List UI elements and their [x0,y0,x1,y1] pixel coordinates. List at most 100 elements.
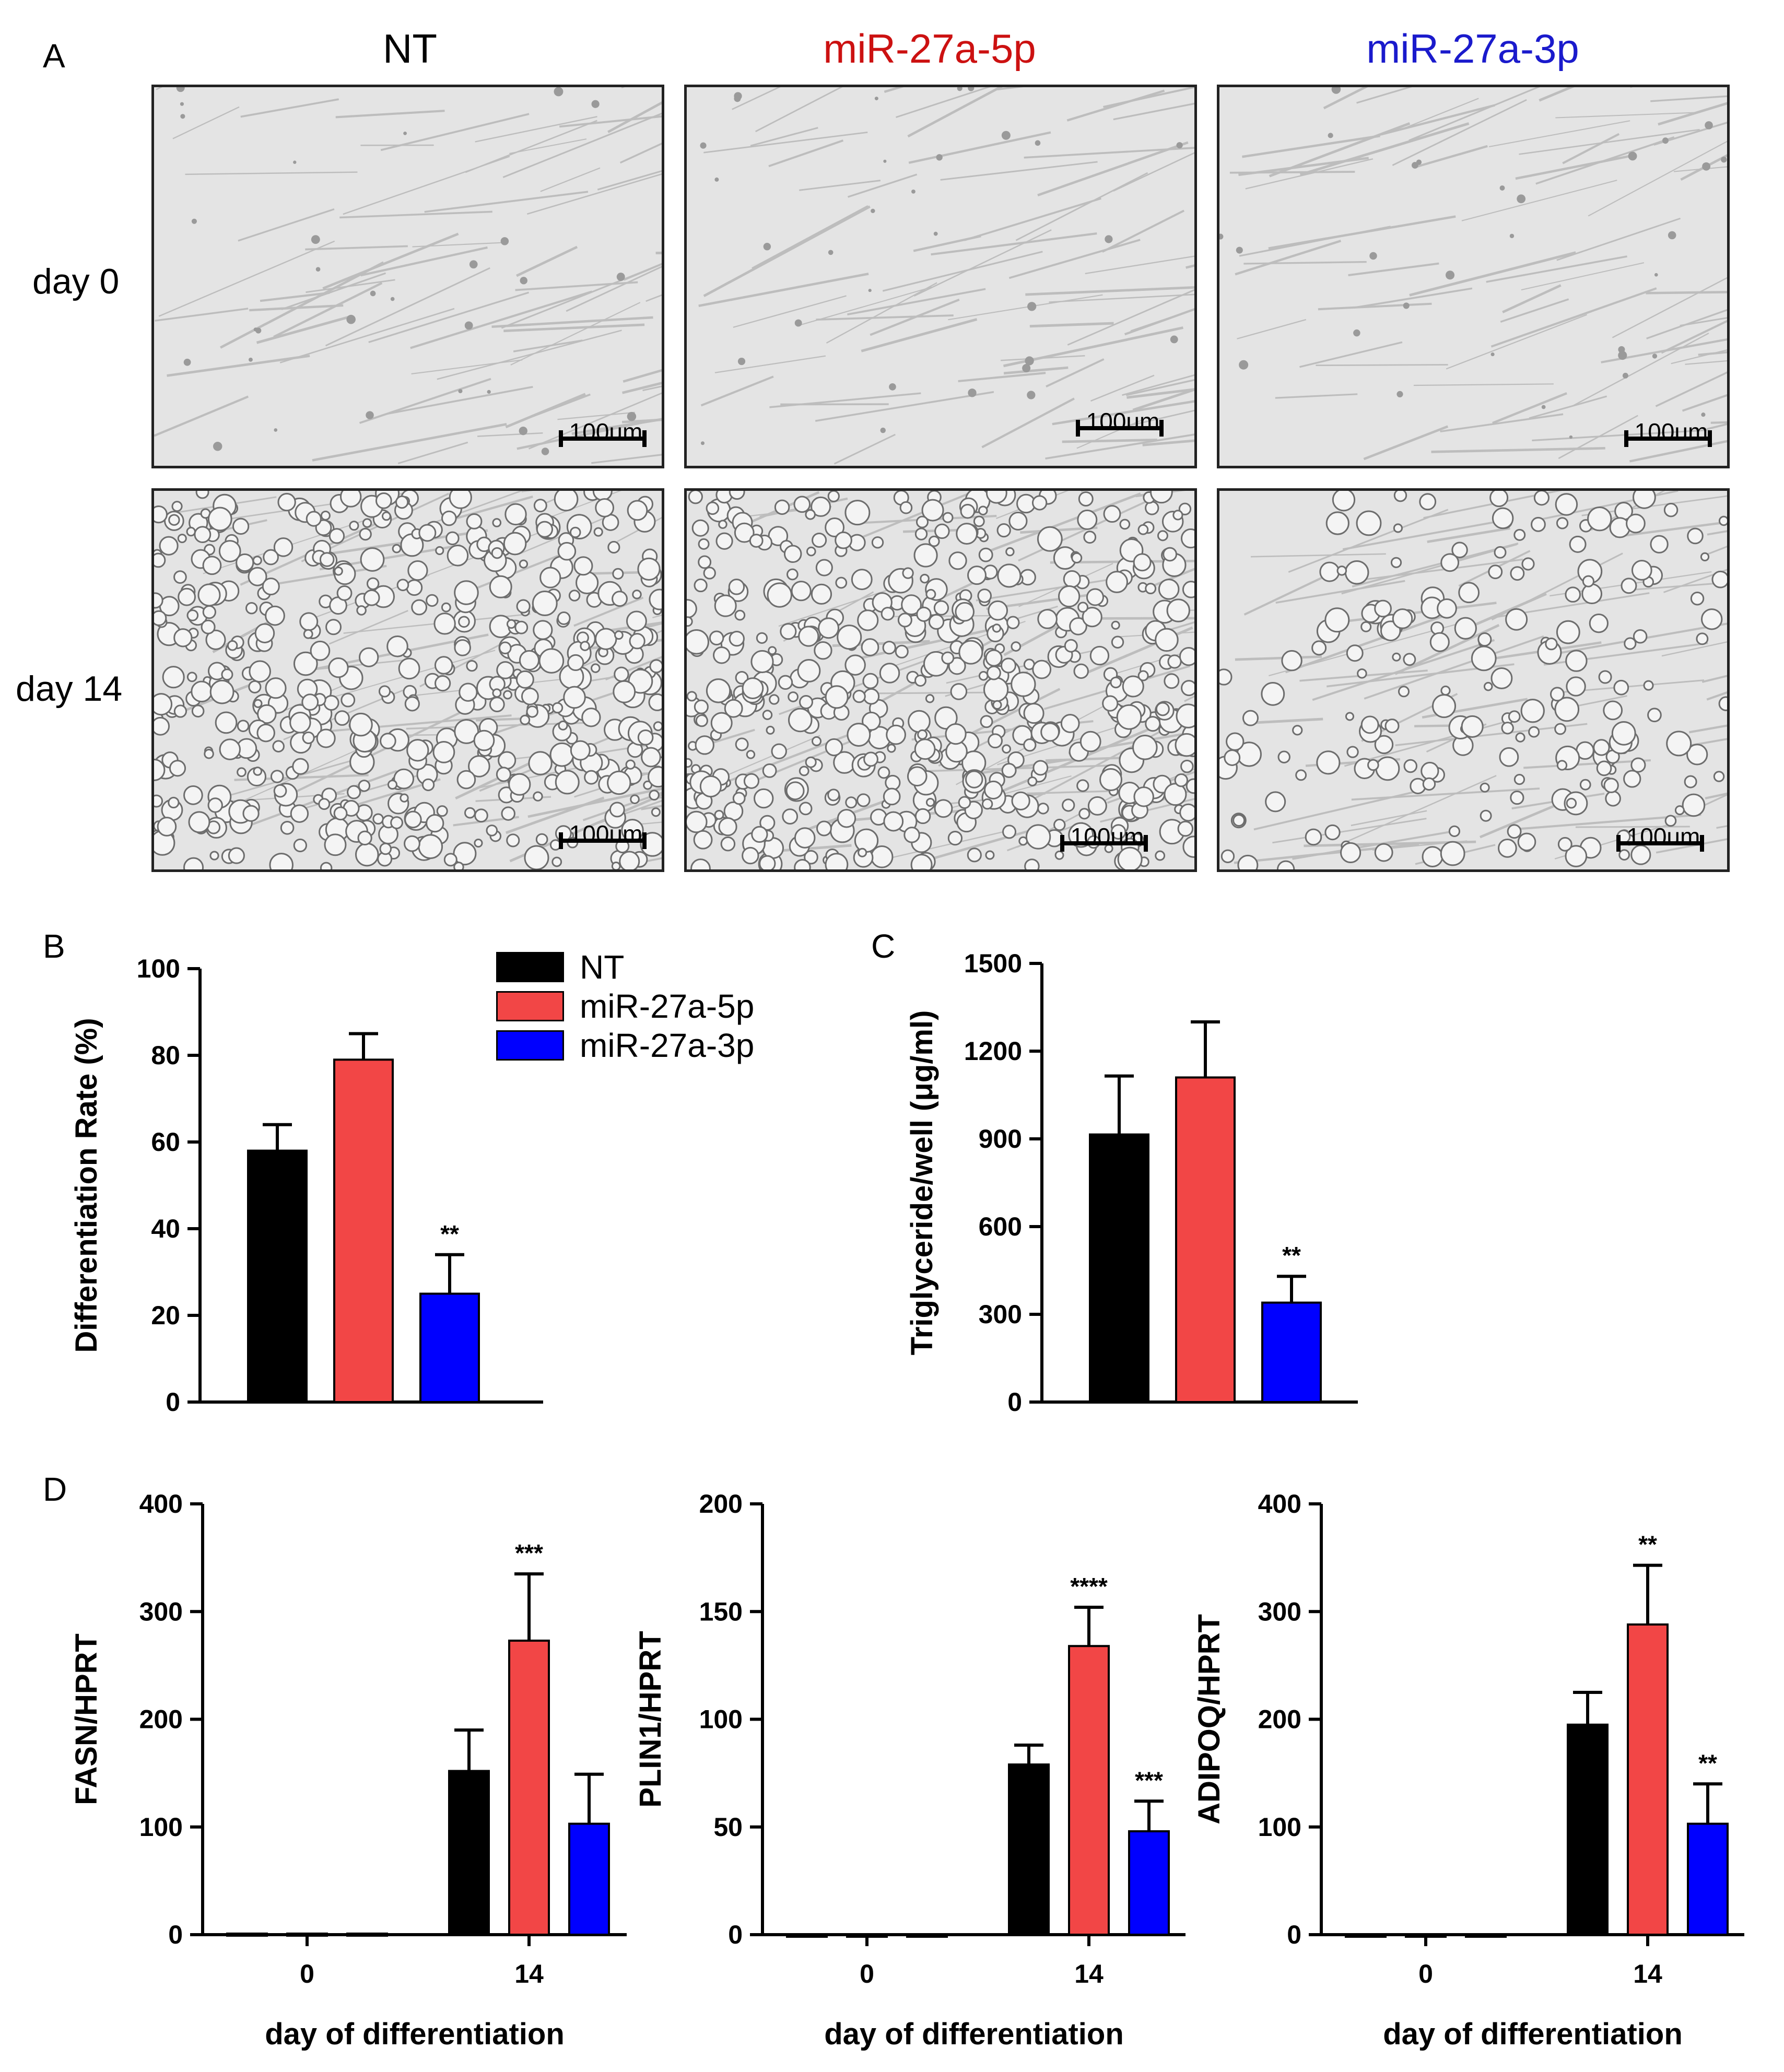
lipid-droplet [1429,632,1450,652]
lipid-droplet [491,547,503,559]
lipid-droplet [1374,843,1393,862]
cell-fiber [566,266,662,312]
lipid-droplet [528,751,553,775]
lipid-droplet [925,797,935,807]
significance-marker-C: ** [1282,1242,1301,1269]
cell-fiber [778,583,907,627]
lipid-droplet [1023,703,1044,724]
cell-fiber [238,208,335,242]
lipid-droplet [965,770,983,788]
cell-debris [700,441,705,445]
lipid-droplet [713,646,731,664]
lipid-droplet [1448,825,1461,837]
cell-fiber [1646,291,1727,295]
lipid-droplet [273,784,287,798]
y-tick-label-D3: 200 [1258,1705,1301,1734]
column-header-mir-27a-3p: miR-27a-3p [1366,26,1579,72]
scale-bar-line [559,832,647,849]
cell-fiber [1029,322,1114,328]
cell-fiber [315,714,512,734]
lipid-droplet [1027,776,1038,786]
lipid-droplet [1076,779,1089,792]
cell-fiber [515,281,638,291]
bar-D2 [786,1934,828,1938]
lipid-droplet [948,657,966,675]
bar-D3 [1465,1934,1507,1938]
lipid-droplet [825,685,849,709]
lipid-droplet [1494,546,1507,559]
lipid-droplet [714,594,737,617]
cell-debris [1702,162,1711,171]
lipid-droplet [539,567,561,588]
lipid-droplet [324,833,347,856]
lipid-droplet [1186,778,1194,794]
cell-fiber [752,205,868,269]
cell-fiber [305,245,408,251]
lipid-droplet [521,687,539,705]
cell-fiber [976,576,1128,602]
lipid-droplet [1360,715,1379,734]
lipid-droplet [1437,598,1457,619]
lipid-droplet [1179,803,1194,822]
bar-C [1261,1301,1322,1404]
lipid-droplet [759,855,776,869]
cell-fiber [1615,521,1727,538]
lipid-droplet [687,810,708,833]
lipid-droplet [847,723,871,747]
lipid-droplet [426,814,444,833]
cell-fiber [797,286,932,326]
micrograph-texture [154,87,662,466]
cell-fiber [1700,794,1727,808]
lipid-droplet [1593,739,1610,756]
lipid-droplet [183,857,204,869]
lipid-droplet [612,568,624,580]
lipid-droplet [473,729,495,751]
lipid-droplet [453,862,464,869]
lipid-droplet [183,785,203,805]
cell-fiber [1427,527,1510,544]
lipid-droplet [1011,641,1022,652]
lipid-droplet [791,581,812,602]
lipid-droplet [695,714,708,727]
cell-debris [700,142,707,149]
lipid-droplet [1008,511,1028,531]
lipid-droplet [1565,586,1581,603]
lipid-droplet [1483,681,1493,691]
cell-fiber [1342,775,1497,844]
lipid-droplet [797,659,821,682]
lipid-droplet [945,723,967,745]
lipid-droplet [395,495,409,509]
lipid-droplet [173,628,193,648]
lipid-droplet [293,838,307,853]
lipid-droplet [318,798,331,810]
y-axis-label-D2: PLIN1/HPRT [633,1631,667,1807]
cell-fiber [1523,759,1651,769]
lipid-droplet [687,758,693,768]
lipid-droplet [844,654,866,676]
lipid-droplet [728,579,745,595]
lipid-droplet [1158,579,1180,600]
cell-debris [763,243,771,251]
lipid-droplet [1419,493,1437,511]
lipid-droplet [687,691,697,702]
cell-debris [249,357,253,362]
cell-fiber [964,197,1101,241]
cell-fiber [1015,172,1148,241]
cell-debris [627,411,637,421]
lipid-droplet [434,656,453,675]
lipid-droplet [272,740,285,753]
lipid-droplet [997,563,1022,588]
y-tick-label-B: 80 [151,1041,180,1070]
lipid-droplet [1086,588,1105,606]
lipid-droplet [375,492,392,509]
lipid-droplet [1384,719,1400,734]
cell-fiber [1049,293,1194,303]
lipid-droplet [852,689,866,703]
lipid-droplet [154,610,167,626]
lipid-droplet [519,650,540,671]
cell-debris [370,290,376,297]
lipid-droplet [1565,845,1588,867]
y-tick-label-D1: 100 [139,1812,183,1842]
lipid-droplet [1073,663,1089,679]
cell-fiber [557,411,635,420]
